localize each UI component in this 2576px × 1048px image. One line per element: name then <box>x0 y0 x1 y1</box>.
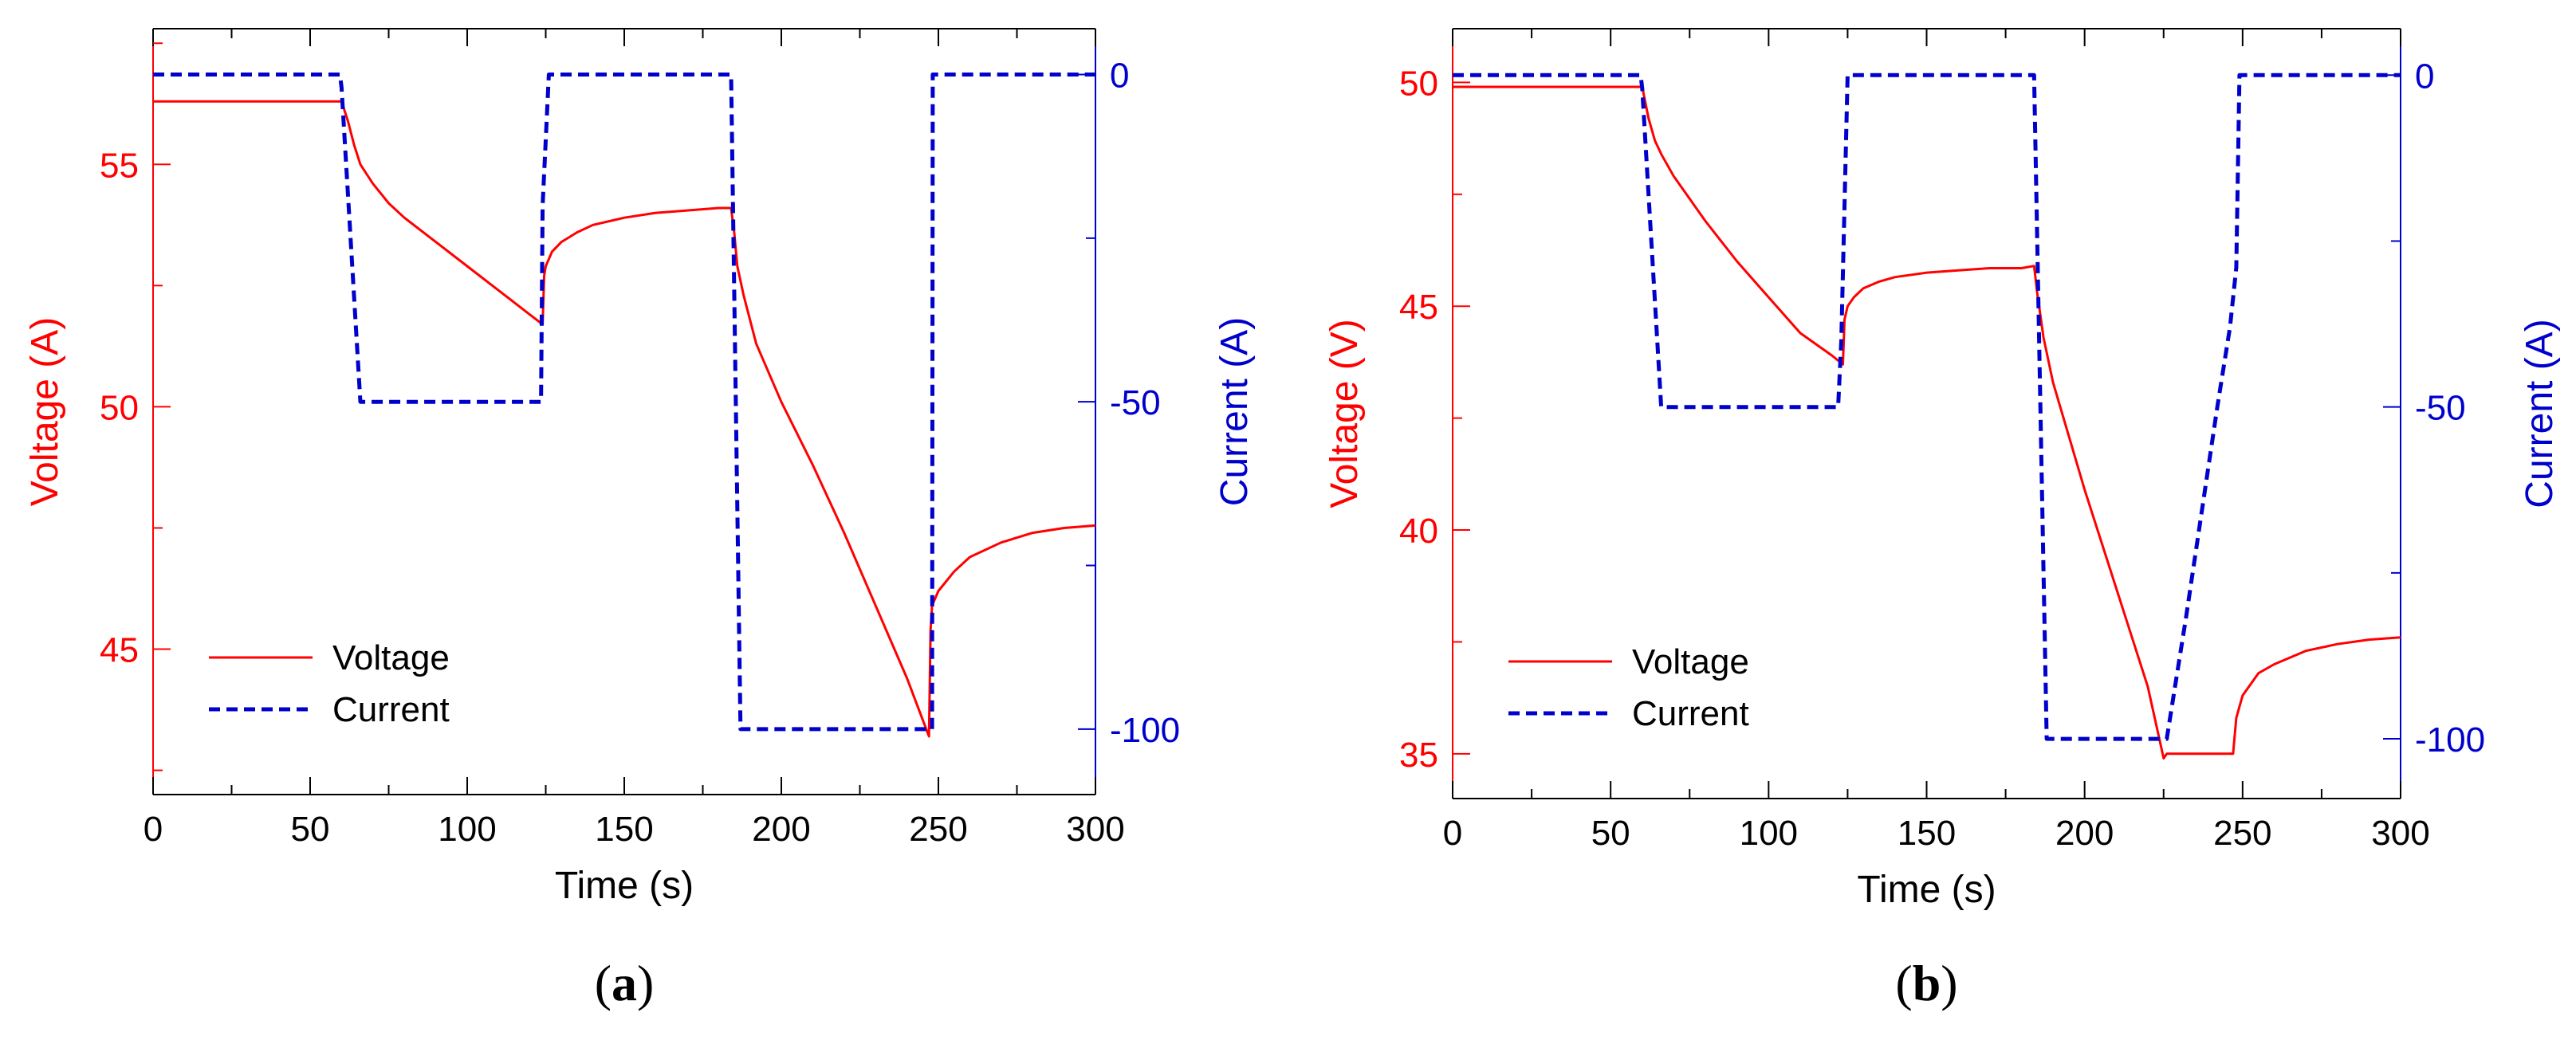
y-left-tick-label: 50 <box>1399 64 1438 103</box>
y-left-tick-label: 35 <box>1399 736 1438 775</box>
voltage-series-line <box>1453 85 2401 760</box>
legend: Voltage Current <box>209 638 450 729</box>
y-left-tick-label: 50 <box>100 388 139 427</box>
y-right-tick-label: -100 <box>1110 711 1180 750</box>
panel-label: (a) <box>595 955 655 1011</box>
x-tick-label: 0 <box>144 810 163 849</box>
x-tick-label: 200 <box>752 810 810 849</box>
x-tick-label: 300 <box>2371 814 2429 853</box>
panel-label: (b) <box>1895 955 1957 1011</box>
x-tick-label: 50 <box>291 810 330 849</box>
y-right-tick-label: -50 <box>2415 389 2466 428</box>
legend-label-current: Current <box>1632 694 1749 733</box>
legend: Voltage Current <box>1508 642 1749 733</box>
y-left-tick-label: 40 <box>1399 512 1438 551</box>
legend-label-current: Current <box>332 690 450 729</box>
y-right-tick-label: 0 <box>2415 57 2434 96</box>
panel-label-close-paren: ) <box>1941 955 1957 1011</box>
chart-panel-b: 0 50 100 150 200 250 300 35 40 45 50 0 -50 -100 Time (… <box>1323 28 2561 1011</box>
y-right-tick-label: 0 <box>1110 56 1129 95</box>
x-tick-label: 50 <box>1591 814 1630 853</box>
x-tick-label: 100 <box>1740 814 1798 853</box>
x-tick-label: 300 <box>1066 810 1124 849</box>
panel-label-letter: b <box>1913 955 1941 1011</box>
panel-label-open-paren: ( <box>1895 955 1912 1011</box>
x-axis-label: Time (s) <box>555 865 694 907</box>
y-left-axis-label: Voltage (V) <box>1323 319 1366 508</box>
x-tick-label: 150 <box>1898 814 1956 853</box>
x-tick-label: 250 <box>2213 814 2271 853</box>
y-right-tick-label: -50 <box>1110 383 1161 422</box>
current-series-line <box>153 73 1095 732</box>
y-right-tick-label: -100 <box>2415 720 2485 760</box>
x-tick-label: 0 <box>1443 814 1462 853</box>
legend-label-voltage: Voltage <box>332 638 450 677</box>
voltage-series-line <box>153 100 1096 738</box>
x-tick-label: 100 <box>438 810 496 849</box>
y-left-tick-label: 45 <box>100 631 139 670</box>
x-axis-label: Time (s) <box>1857 869 1996 911</box>
current-series-line <box>1453 73 2401 741</box>
y-right-axis-label: Current (A) <box>2519 319 2561 508</box>
y-right-axis-label: Current (A) <box>1213 317 1256 506</box>
panel-label-close-paren: ) <box>637 955 654 1011</box>
y-left-tick-label: 55 <box>100 146 139 185</box>
x-tick-label: 150 <box>595 810 653 849</box>
y-left-tick-label: 45 <box>1399 288 1438 327</box>
panel-label-open-paren: ( <box>595 955 612 1011</box>
y-left-axis-label: Voltage (A) <box>24 317 66 506</box>
x-tick-label: 200 <box>2055 814 2114 853</box>
legend-label-voltage: Voltage <box>1632 642 1749 681</box>
panel-label-letter: a <box>612 955 637 1011</box>
chart-panel-a: 0 50 100 150 200 250 300 45 50 55 0 -50 -100 Time (s)… <box>24 28 1256 1011</box>
x-tick-label: 250 <box>909 810 967 849</box>
